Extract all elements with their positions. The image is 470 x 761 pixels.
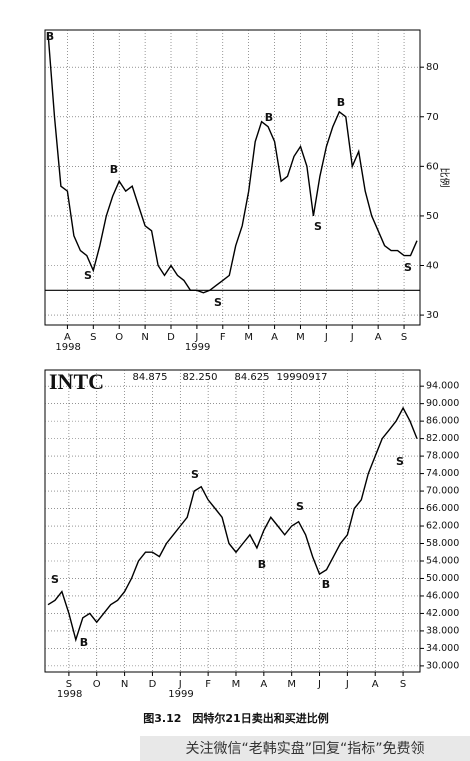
annotation: S <box>84 269 92 282</box>
header-value: 82.250 <box>183 372 218 383</box>
y-tick-label: 80 <box>426 62 439 73</box>
x-tick-label: J <box>178 679 182 690</box>
annotation: B <box>337 96 345 109</box>
data-line <box>47 406 418 643</box>
year-label: 1998 <box>57 689 82 700</box>
annotation: B <box>80 636 88 649</box>
y-tick-label: 40 <box>426 261 439 272</box>
x-tick-label: F <box>205 679 211 690</box>
x-tick-label: A <box>375 332 382 343</box>
x-tick-label: S <box>400 679 406 690</box>
x-tick-label: N <box>141 332 148 343</box>
x-tick-label: D <box>167 332 175 343</box>
year-label: 1999 <box>168 689 193 700</box>
y-tick-label: 58.000 <box>426 538 459 549</box>
y-tick-label: 34.000 <box>426 643 459 654</box>
year-label: 1998 <box>55 342 80 353</box>
header-value: 84.625 <box>235 372 270 383</box>
y-axis-label: 比例 <box>438 168 451 188</box>
x-tick-label: J <box>350 332 354 343</box>
annotation: B <box>46 30 54 43</box>
x-tick-label: S <box>66 679 72 690</box>
watermark-bg <box>140 736 470 761</box>
y-tick-label: 86.000 <box>426 416 459 427</box>
y-tick-label: 66.000 <box>426 503 459 514</box>
x-tick-label: M <box>244 332 253 343</box>
y-tick-label: 60 <box>426 161 439 172</box>
y-tick-label: 78.000 <box>426 451 459 462</box>
header-value: 84.875 <box>133 372 168 383</box>
annotation: S <box>51 573 59 586</box>
x-tick-label: J <box>345 679 349 690</box>
x-tick-label: J <box>194 332 198 343</box>
annotation: S <box>296 500 304 513</box>
data-line <box>47 32 418 294</box>
y-tick-label: 94.000 <box>426 381 459 392</box>
y-tick-label: 74.000 <box>426 468 459 479</box>
x-tick-label: S <box>401 332 407 343</box>
y-tick-label: 46.000 <box>426 590 459 601</box>
plot-frame <box>44 29 421 326</box>
y-tick-label: 30 <box>426 310 439 321</box>
annotation: B <box>110 163 118 176</box>
chart-title: INTC <box>49 369 104 394</box>
x-tick-label: F <box>220 332 226 343</box>
y-tick-label: 70 <box>426 112 439 123</box>
y-tick-label: 42.000 <box>426 608 459 619</box>
plot-frame <box>44 369 421 673</box>
y-tick-label: 54.000 <box>426 555 459 566</box>
y-tick-label: 70.000 <box>426 486 459 497</box>
y-tick-label: 50.000 <box>426 573 459 584</box>
annotation: S <box>314 220 322 233</box>
x-tick-label: M <box>296 332 305 343</box>
caption: 图3.12 因特尔21日卖出和买进比例 <box>143 711 328 725</box>
annotation: S <box>191 468 199 481</box>
y-tick-label: 82.000 <box>426 433 459 444</box>
x-tick-label: M <box>287 679 296 690</box>
x-tick-label: J <box>324 332 328 343</box>
header-value: 19990917 <box>277 372 328 383</box>
annotation: B <box>322 578 330 591</box>
x-tick-label: A <box>260 679 267 690</box>
annotation: S <box>214 296 222 309</box>
y-tick-label: 30.000 <box>426 660 459 671</box>
x-tick-label: O <box>93 679 101 690</box>
y-tick-label: 90.000 <box>426 398 459 409</box>
y-tick-label: 38.000 <box>426 625 459 636</box>
annotation: S <box>404 261 412 274</box>
x-tick-label: S <box>90 332 96 343</box>
annotation: B <box>265 111 273 124</box>
x-tick-label: O <box>115 332 123 343</box>
x-tick-label: M <box>232 679 241 690</box>
year-label: 1999 <box>185 342 210 353</box>
annotation: B <box>258 558 266 571</box>
x-tick-label: J <box>317 679 321 690</box>
x-tick-label: N <box>121 679 128 690</box>
y-tick-label: 50 <box>426 211 439 222</box>
y-tick-label: 62.000 <box>426 521 459 532</box>
watermark: 关注微信“老韩实盘”回复“指标”免费领 <box>185 740 424 757</box>
x-tick-label: A <box>64 332 71 343</box>
x-tick-label: A <box>271 332 278 343</box>
x-tick-label: D <box>149 679 157 690</box>
annotation: S <box>396 455 404 468</box>
x-tick-label: A <box>372 679 379 690</box>
